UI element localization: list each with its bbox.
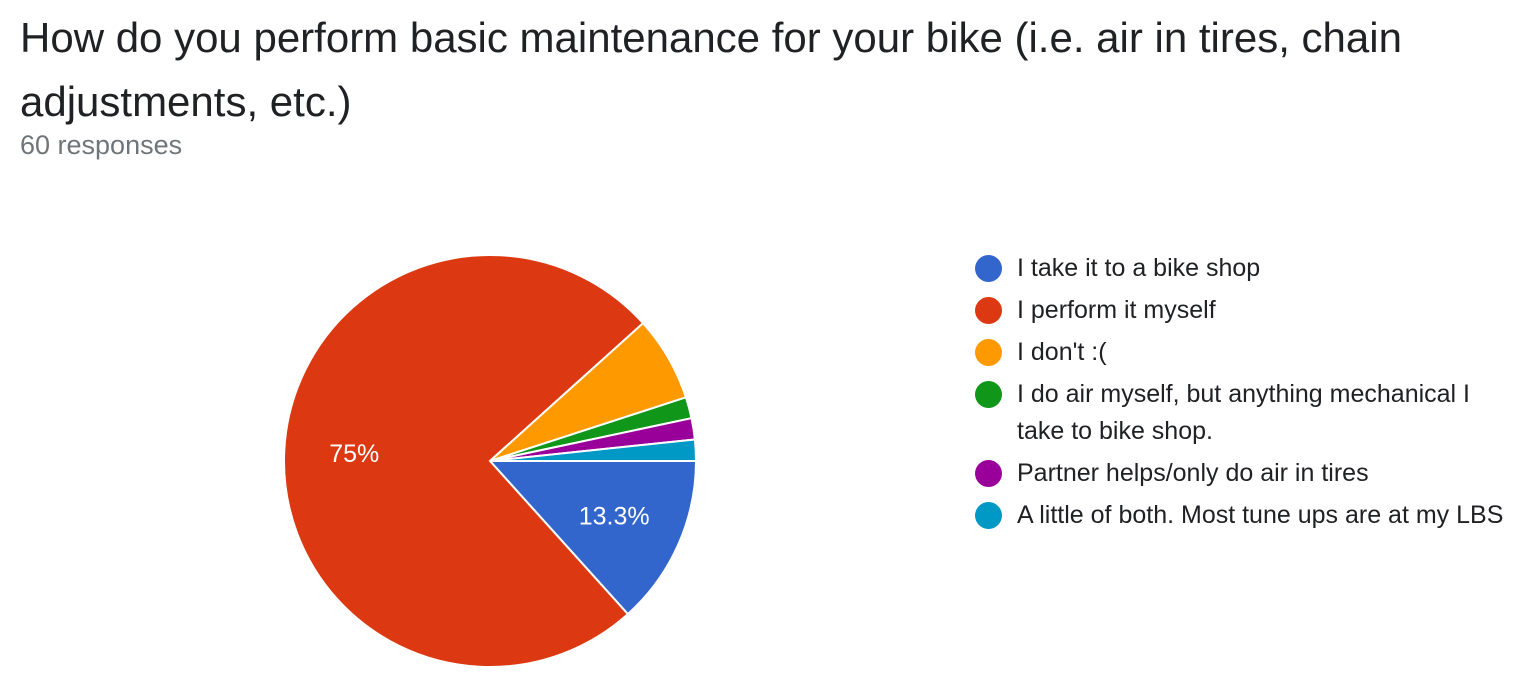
pie-chart: 13.3% 75% [283,254,698,668]
legend-label: Partner helps/only do air in tires [1017,459,1369,487]
legend-swatch [975,502,1002,529]
legend-swatch [975,255,1002,282]
legend-swatch [975,297,1002,324]
legend-item[interactable]: Partner helps/only do air in tires [975,455,1515,492]
pie-slice-i-take-it-to-a-bike-shop[interactable] [487,460,698,616]
legend-item[interactable]: I take it to a bike shop [975,250,1515,287]
legend-item[interactable]: I do air myself, but anything mechanical… [975,376,1515,450]
legend-item[interactable]: A little of both. Most tune ups are at m… [975,497,1515,534]
response-count: 60 responses [20,130,183,160]
legend-label: I perform it myself [1017,296,1216,324]
legend-label: A little of both. Most tune ups are at m… [1017,501,1504,529]
pie-data-label: 13.3% [579,502,650,530]
legend-label: I do air myself, but anything mechanical… [1017,380,1471,445]
pie-data-label: 75% [329,440,379,468]
chart-legend: I take it to a bike shop I perform it mys… [975,250,1515,539]
legend-item[interactable]: I perform it myself [975,292,1515,329]
pie-slice-i-perform-it-myself[interactable] [283,254,645,668]
legend-swatch [975,339,1002,366]
legend-label: I don't :( [1017,338,1107,366]
pie-slice-a-little-of-both-most-tune-ups-are-at-my[interactable] [489,438,698,462]
legend-swatch [975,381,1002,408]
legend-swatch [975,460,1002,487]
legend-item[interactable]: I don't :( [975,334,1515,371]
legend-label: I take it to a bike shop [1017,254,1261,282]
question-title: How do you perform basic maintenance for… [20,14,1402,125]
